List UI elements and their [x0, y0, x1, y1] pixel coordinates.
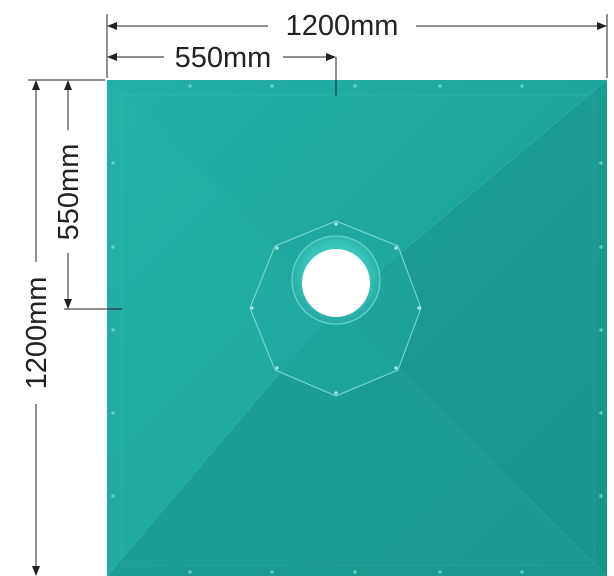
arrow-head-icon: [32, 22, 607, 576]
drain-hole-icon: [302, 249, 370, 317]
tray-facet-right: [335, 80, 607, 576]
dimension-lines: [28, 14, 608, 572]
total-width-label: 1200mm: [286, 10, 399, 42]
shower-tray: [106, 79, 608, 576]
tray-facet-left: [107, 80, 335, 576]
offset-height-label: 550mm: [53, 144, 85, 241]
fixing-points: [111, 84, 603, 574]
offset-width-label: 550mm: [175, 42, 272, 74]
tray-inner-border: [121, 94, 595, 566]
flange-screws: [250, 222, 421, 395]
total-height-label: 1200mm: [21, 277, 53, 390]
tray-facet-bottom: [107, 308, 607, 576]
outlet-flange: [249, 220, 422, 397]
